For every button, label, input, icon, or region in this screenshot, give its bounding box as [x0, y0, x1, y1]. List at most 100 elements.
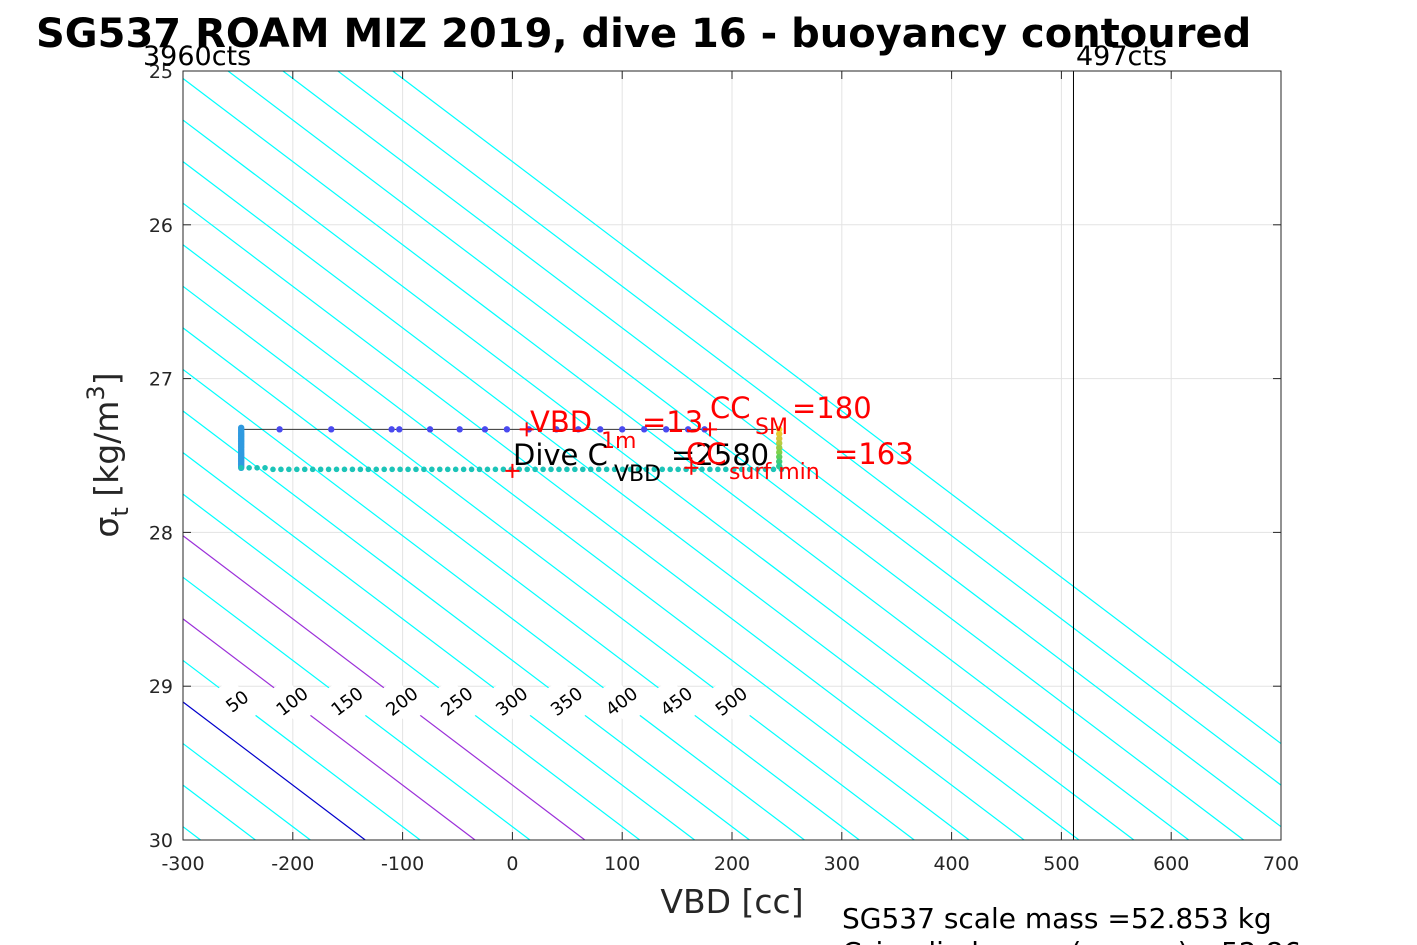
cc-surf-value: =163 [834, 437, 914, 471]
climb-point [699, 466, 705, 473]
climb-point [675, 466, 681, 473]
dive-point [396, 426, 403, 433]
climb-point [405, 466, 411, 473]
climb-point [587, 466, 594, 473]
x-tick-label: 200 [714, 853, 750, 875]
contour-label-bg [490, 678, 534, 726]
cc-surf-sub: surf min [729, 460, 820, 485]
dive-c-value: =2580 [671, 438, 769, 472]
right-column-point [776, 430, 783, 438]
climb-point [722, 466, 729, 473]
y-label-units: [kg/m [87, 401, 126, 508]
x-tick-label: 300 [824, 853, 860, 875]
y-label-close: ] [87, 372, 126, 385]
y-axis-ticks: 25 26 27 28 29 30 [149, 61, 1281, 852]
contour-label-bg [325, 678, 369, 726]
climb-point [540, 466, 546, 473]
right-column-point [776, 435, 783, 442]
right-column-point [776, 426, 783, 433]
contour-label-bg [216, 678, 259, 726]
dive-point [481, 426, 489, 433]
climb-point [278, 466, 284, 473]
dive-point [662, 426, 670, 433]
climb-point [532, 466, 538, 473]
climb-point [580, 466, 586, 473]
dive-point [575, 426, 582, 433]
dive-point [640, 426, 648, 433]
climb-point [381, 466, 387, 473]
dive-data-points [237, 424, 785, 473]
contour-line [182, 452, 696, 841]
cc-sm-value: =180 [792, 391, 872, 425]
dive-point [597, 426, 604, 433]
climb-point [635, 466, 642, 473]
contour-line [182, 410, 750, 841]
x-tick-label: 600 [1153, 853, 1189, 875]
climb-point [619, 466, 626, 473]
vbd-1m-value: =13 [642, 405, 703, 439]
climb-point [500, 466, 507, 473]
climb-point [524, 466, 530, 473]
contour-label-bg [600, 678, 643, 726]
dive-point [388, 426, 395, 433]
dive-point [276, 426, 283, 433]
contour-line [182, 743, 311, 841]
x-tick-label: -200 [271, 853, 314, 875]
climb-point [603, 466, 610, 473]
vbd-1m-sub: 1m [601, 429, 636, 454]
dive-cvbd-annotation: Dive C VBD =2580 [513, 438, 769, 487]
climb-point [667, 466, 673, 473]
climb-point [746, 466, 753, 473]
right-column-point [776, 444, 783, 452]
climb-point [651, 466, 658, 473]
contour-line [182, 244, 970, 841]
climb-point [262, 465, 268, 471]
contour-line [182, 701, 366, 841]
x-tick-label: 100 [604, 853, 640, 875]
contour-line [182, 493, 641, 841]
x-tick-label: -100 [381, 853, 424, 875]
climb-point [365, 466, 372, 473]
contour-label-bg [435, 678, 479, 726]
climb-point [556, 466, 562, 473]
climb-point [444, 466, 451, 473]
climb-point [254, 465, 260, 471]
contour-label-bg [545, 678, 589, 726]
dive-point [619, 426, 626, 433]
y-tick-label: 28 [149, 522, 173, 544]
dive-point [456, 426, 463, 433]
climb-point [413, 466, 419, 473]
red-markers [505, 422, 718, 478]
climb-point [349, 466, 356, 473]
climb-point [548, 466, 554, 473]
contour-line [227, 70, 1245, 841]
vbd-1m-main: VBD [530, 405, 592, 439]
right-column-point [776, 439, 783, 447]
contour-line [182, 368, 805, 841]
contour-line [182, 119, 1135, 841]
contour-line [182, 78, 1190, 841]
scale-mass-text: SG537 scale mass =52.853 kg [842, 902, 1272, 935]
y-tick-label: 30 [149, 830, 173, 852]
y-label-sub: t [106, 507, 134, 516]
climb-point [730, 466, 737, 473]
cc-sm-annotation: CC SM =180 [710, 391, 872, 440]
climb-point [476, 466, 483, 473]
climb-point [492, 466, 499, 473]
contour-line [337, 70, 1282, 786]
climb-point [270, 466, 276, 473]
dive-point [328, 426, 335, 433]
climb-point [754, 466, 761, 473]
contour-label-bg [710, 678, 753, 726]
contour-line [182, 202, 1025, 841]
contour-label-bg [270, 678, 314, 726]
climb-point [715, 466, 721, 473]
climb-point [762, 466, 769, 473]
climb-point [421, 466, 427, 473]
cc-surf-annotation: CC surf min =163 [686, 437, 914, 485]
x-tick-label: -300 [161, 853, 204, 875]
right-column-point [776, 463, 783, 470]
climb-point [659, 466, 666, 473]
x-axis-ticks: -300 -200 -100 0 100 200 300 400 500 600 700 [161, 71, 1299, 875]
